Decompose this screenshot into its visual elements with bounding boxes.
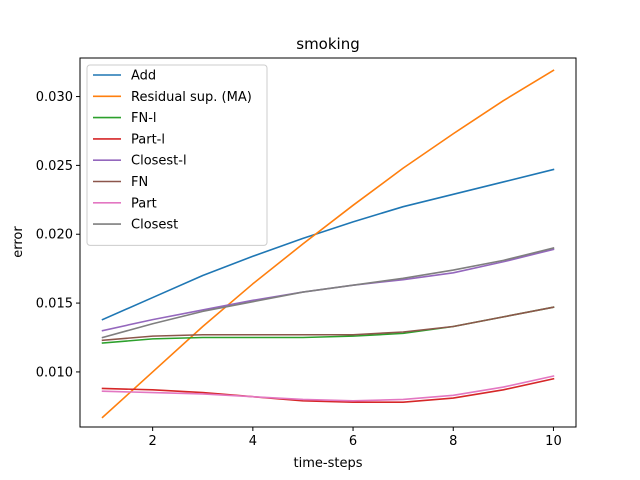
series-line-3 xyxy=(101,377,555,404)
series-line-7 xyxy=(101,247,555,339)
y-tick-label-3: 0.025 xyxy=(36,159,73,174)
x-tick-label-1: 4 xyxy=(249,434,257,449)
y-tick-label-4: 0.030 xyxy=(36,90,73,105)
legend-box xyxy=(86,64,268,246)
series-line-0 xyxy=(101,168,555,321)
legend-label-2: FN-l xyxy=(131,111,157,126)
legend-label-6: Part xyxy=(131,196,157,211)
legend-label-1: Residual sup. (MA) xyxy=(131,90,252,105)
series-group xyxy=(101,69,555,419)
x-tick-label-2: 6 xyxy=(349,434,357,449)
legend-label-7: Closest xyxy=(131,218,178,233)
x-axis-label: time-steps xyxy=(294,456,363,471)
plot-frame xyxy=(79,57,577,428)
series-line-5 xyxy=(101,306,555,342)
series-line-1 xyxy=(101,69,555,419)
legend-label-4: Closest-l xyxy=(131,154,187,169)
y-axis-label: error xyxy=(11,226,26,258)
x-axis-ticks: 2 4 6 8 10 xyxy=(149,427,562,449)
y-tick-label-0: 0.010 xyxy=(36,365,73,380)
chart-title: smoking xyxy=(296,35,360,53)
y-tick-label-2: 0.020 xyxy=(36,228,73,243)
legend-label-5: FN xyxy=(131,175,148,190)
x-tick-label-3: 8 xyxy=(449,434,457,449)
x-tick-label-4: 10 xyxy=(545,434,562,449)
y-tick-label-1: 0.015 xyxy=(36,297,73,312)
y-axis-ticks: 0.010 0.015 0.020 0.025 0.030 xyxy=(36,90,80,380)
series-line-6 xyxy=(101,375,555,402)
legend: Add Residual sup. (MA) FN-l Part-l Closest-l… xyxy=(86,64,268,246)
x-tick-label-0: 2 xyxy=(149,434,157,449)
legend-label-3: Part-l xyxy=(131,132,165,147)
legend-label-0: Add xyxy=(131,69,156,84)
